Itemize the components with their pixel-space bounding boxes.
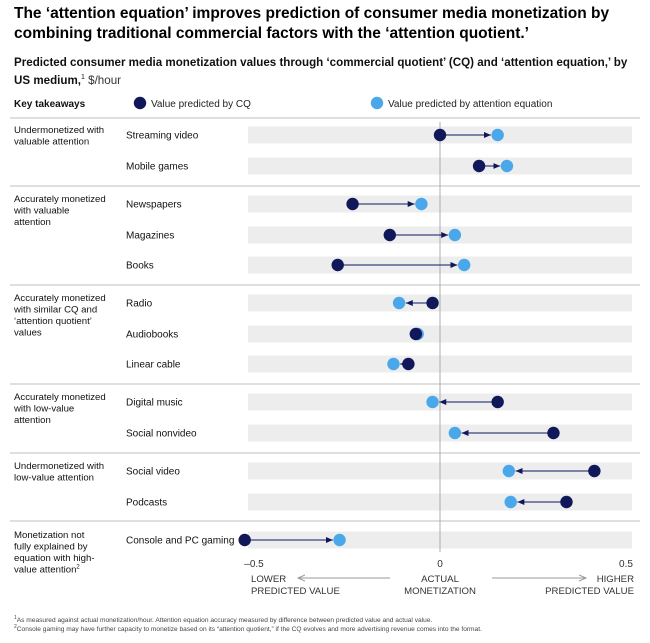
attention-point bbox=[387, 357, 400, 371]
attention-point bbox=[500, 159, 514, 173]
attention-point bbox=[448, 228, 462, 242]
axis-label-right: PREDICTED VALUE bbox=[545, 586, 634, 597]
attention-point bbox=[392, 296, 406, 310]
group-label-line: attention bbox=[14, 217, 51, 228]
category-label: Linear cable bbox=[126, 360, 181, 371]
axis-label-left: PREDICTED VALUE bbox=[251, 586, 340, 597]
category-label: Newspapers bbox=[126, 200, 182, 211]
x-tick-label: 0.5 bbox=[619, 559, 633, 570]
chart-subtitle: Predicted consumer media monetization va… bbox=[14, 55, 644, 88]
category-label: Social video bbox=[126, 467, 180, 478]
cq-point bbox=[491, 395, 504, 409]
cq-point bbox=[433, 128, 447, 142]
legend-cq-swatch bbox=[133, 96, 147, 110]
category-label: Digital music bbox=[126, 398, 183, 409]
group-label-footnote-mark: 2 bbox=[76, 565, 80, 571]
axis-label-center: ACTUAL bbox=[421, 574, 460, 585]
group-label-line: Undermonetized with bbox=[14, 125, 104, 136]
footnote-1-mark: 1 bbox=[14, 615, 17, 621]
attention-point bbox=[415, 197, 428, 211]
cq-point bbox=[472, 159, 486, 173]
footnote-1-text: As measured against actual monetization/… bbox=[16, 617, 433, 625]
category-label: Podcasts bbox=[126, 498, 167, 509]
x-tick-label: 0 bbox=[437, 559, 443, 570]
category-label: Streaming video bbox=[126, 131, 199, 142]
category-label: Mobile games bbox=[126, 162, 188, 173]
category-label: Radio bbox=[126, 299, 153, 310]
attention-point bbox=[457, 258, 471, 272]
category-label: Magazines bbox=[126, 231, 174, 242]
cq-point bbox=[588, 464, 601, 478]
group-label-line: valuable attention bbox=[14, 137, 89, 148]
x-tick-label: –0.5 bbox=[244, 559, 264, 570]
attention-point bbox=[504, 495, 517, 509]
subtitle-text: Predicted consumer media monetization va… bbox=[14, 56, 628, 87]
footnote-2-text: Console gaming may have further capacity… bbox=[16, 626, 482, 634]
legend-attention-label: Value predicted by attention equation bbox=[388, 99, 552, 110]
cq-point bbox=[238, 533, 251, 547]
category-label: Console and PC gaming bbox=[126, 536, 234, 547]
key-takeaways-label: Key takeaways bbox=[14, 99, 86, 110]
footnote-2-mark: 2 bbox=[14, 624, 17, 630]
cq-point bbox=[402, 357, 415, 371]
attention-point bbox=[502, 464, 516, 478]
cq-point bbox=[331, 258, 344, 272]
cq-point bbox=[560, 495, 573, 509]
group-label-line: values bbox=[14, 328, 42, 339]
group-label-line: Accurately monetized bbox=[14, 392, 106, 403]
chart-title: The ‘attention equation’ improves predic… bbox=[14, 5, 610, 42]
category-label: Audiobooks bbox=[126, 330, 178, 341]
attention-point bbox=[491, 128, 504, 142]
footnote-1: 1As measured against actual monetization… bbox=[14, 614, 644, 625]
cq-point bbox=[426, 296, 439, 310]
cq-point bbox=[547, 426, 560, 440]
group-label-line: value attention2 bbox=[14, 565, 80, 576]
group-label-line: equation with high- bbox=[14, 553, 95, 564]
subtitle-unit: $/hour bbox=[88, 73, 122, 87]
group-label-line: ‘attention quotient’ bbox=[14, 316, 92, 327]
group-label-line: Accurately monetized bbox=[14, 194, 106, 205]
subtitle-footnote-mark: 1 bbox=[81, 74, 85, 81]
axis-label-left: LOWER bbox=[251, 574, 286, 585]
axis-label-right: HIGHER bbox=[597, 574, 634, 585]
legend-cq-label: Value predicted by CQ bbox=[151, 99, 251, 110]
cq-point bbox=[383, 228, 396, 242]
group-label-line: Accurately monetized bbox=[14, 293, 106, 304]
group-label-line: with similar CQ and bbox=[13, 305, 97, 316]
attention-point bbox=[448, 426, 462, 440]
group-label-line: with low-value bbox=[13, 404, 74, 415]
axis-label-center: MONETIZATION bbox=[404, 586, 476, 597]
cq-point bbox=[409, 327, 423, 341]
category-label: Books bbox=[126, 261, 154, 272]
attention-point bbox=[333, 533, 346, 547]
group-label-line: Undermonetized with bbox=[14, 461, 104, 472]
cq-point bbox=[346, 197, 359, 211]
legend-attention-swatch bbox=[370, 96, 384, 110]
group-label-line: fully explained by bbox=[14, 542, 88, 553]
footnote-2: 2Console gaming may have further capacit… bbox=[14, 623, 644, 634]
group-label-line: Monetization not bbox=[14, 530, 85, 541]
attention-point bbox=[426, 395, 439, 409]
group-label-line: attention bbox=[14, 415, 51, 426]
group-label-line: low-value attention bbox=[14, 473, 94, 484]
category-label: Social nonvideo bbox=[126, 429, 197, 440]
group-label-line: with valuable bbox=[13, 206, 69, 217]
